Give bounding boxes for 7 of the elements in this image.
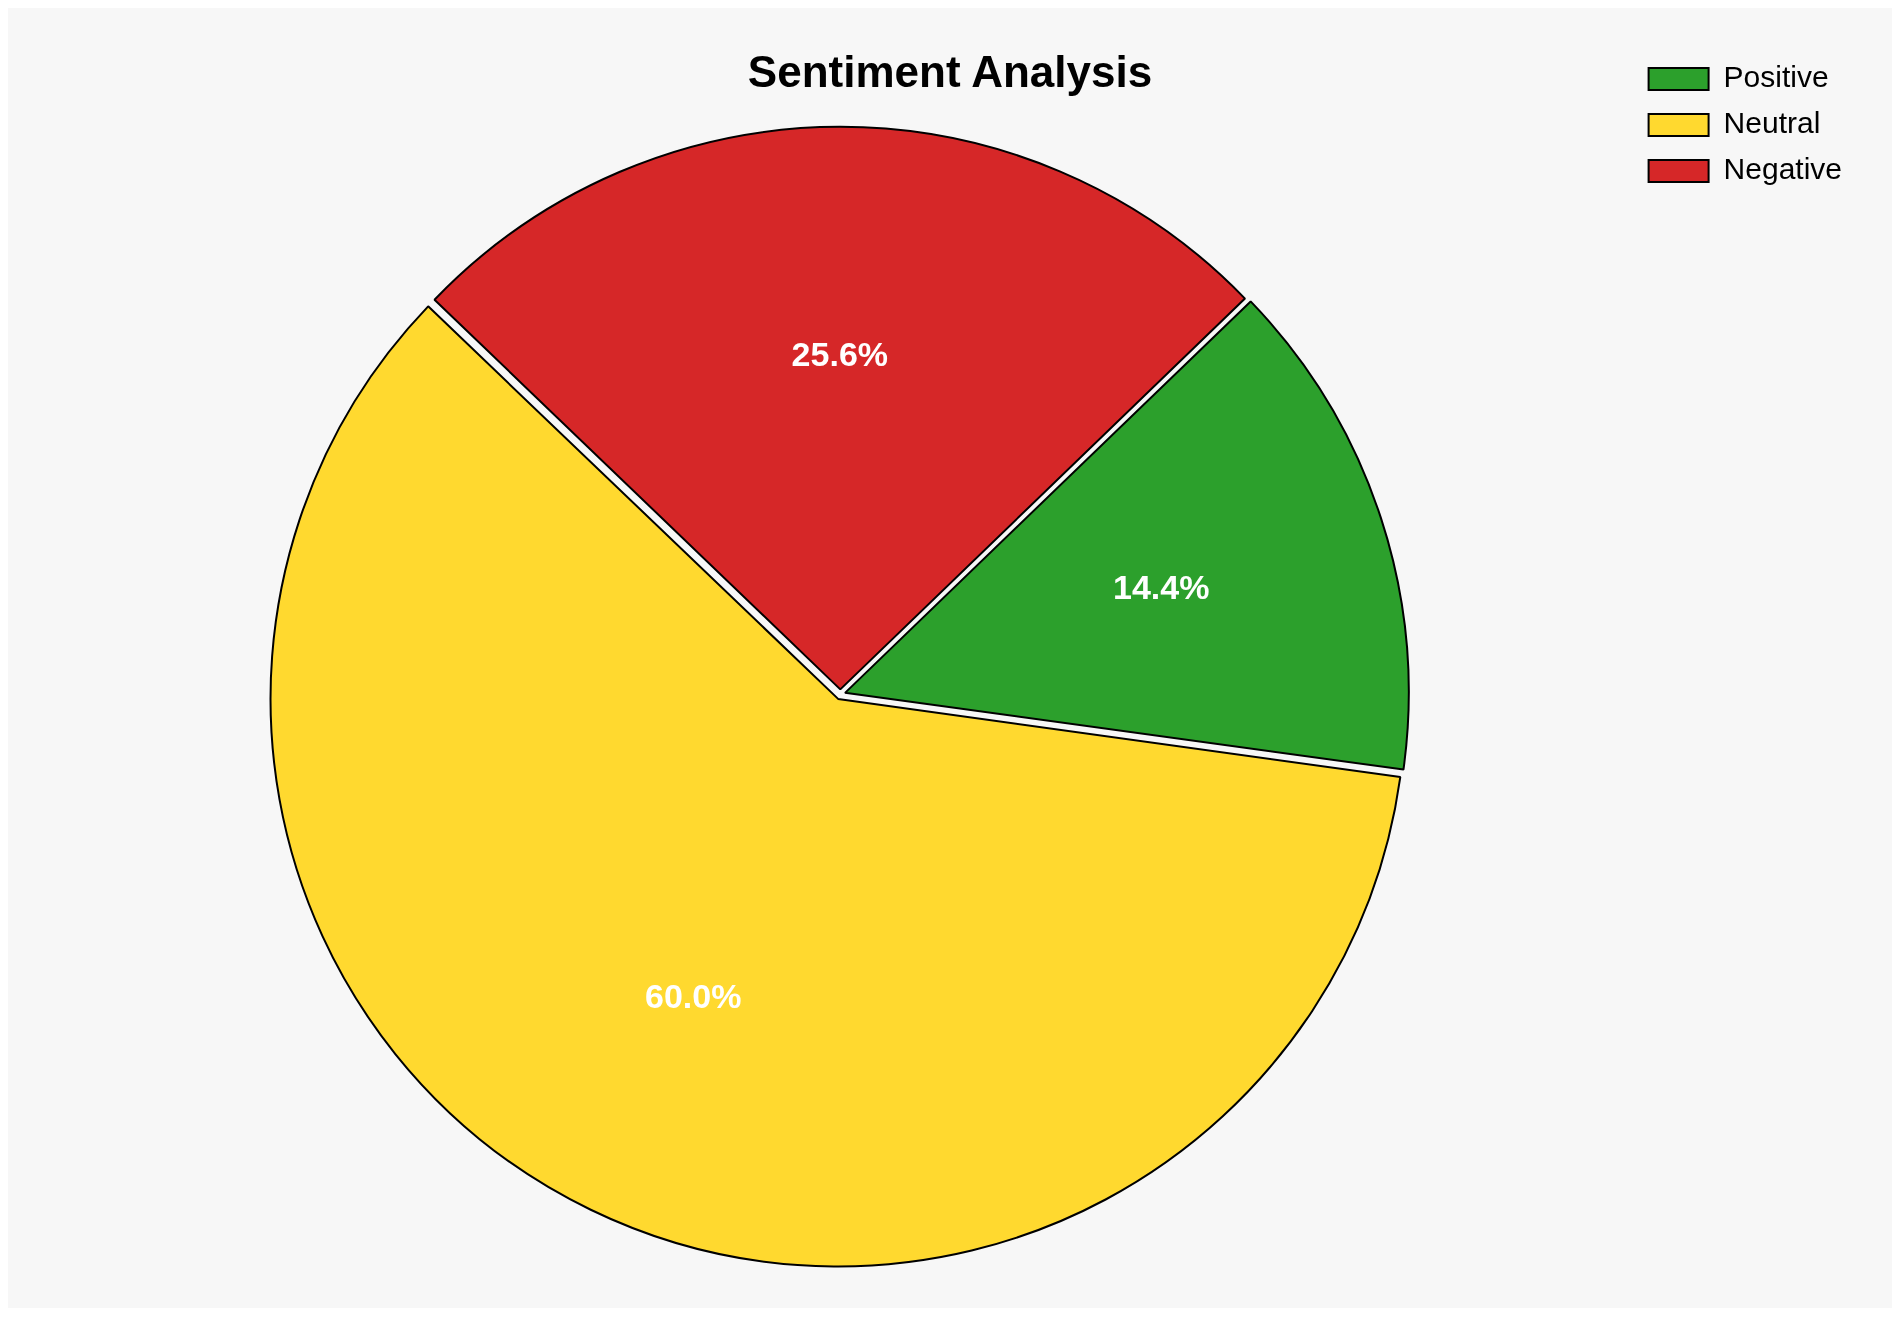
data-label: 25.6%	[791, 335, 889, 374]
legend-label: Positive	[1723, 60, 1829, 94]
data-label: 14.4%	[1112, 568, 1210, 607]
chart-title: Sentiment Analysis	[747, 46, 1153, 96]
data-label: 60.0%	[644, 976, 742, 1015]
legend-label: Neutral	[1723, 106, 1821, 140]
legend-label: Negative	[1723, 152, 1842, 186]
